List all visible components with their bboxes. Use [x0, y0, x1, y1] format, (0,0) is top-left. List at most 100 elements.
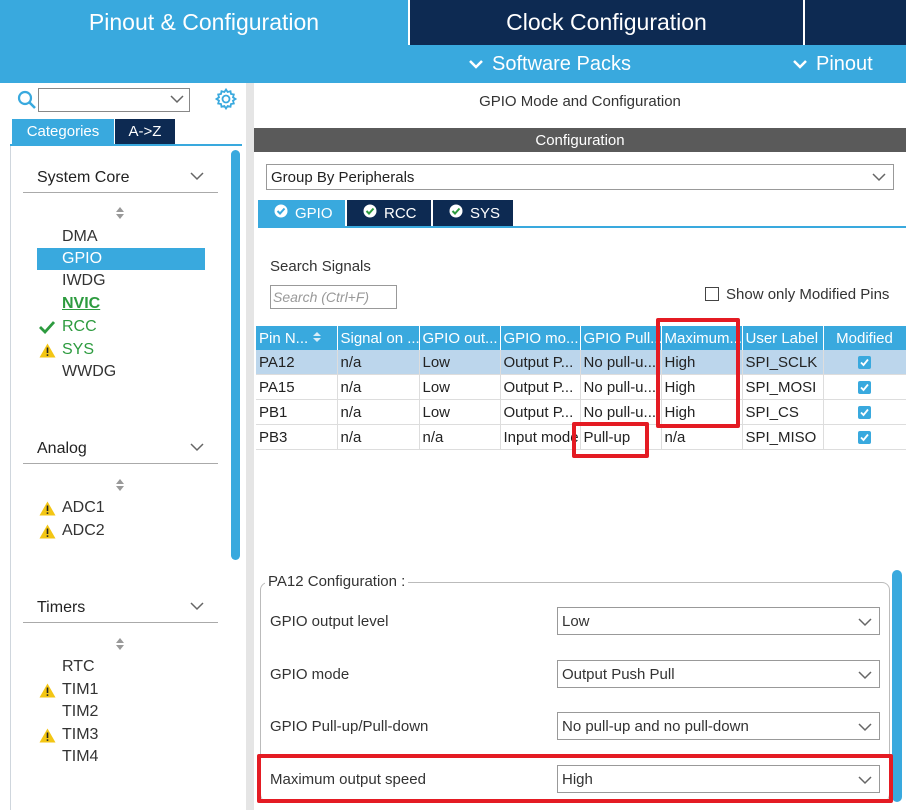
table-row[interactable]: PA15 n/a Low Output P... No pull-u... Hi… [256, 374, 906, 400]
column-header-gpio-output[interactable]: GPIO out... [419, 326, 501, 350]
column-header-modified[interactable]: Modified [823, 326, 906, 350]
list-item-tim1[interactable]: TIM1 [37, 679, 205, 701]
list-item-tim3[interactable]: TIM3 [37, 724, 205, 746]
tab-pinout-configuration[interactable]: Pinout & Configuration [0, 0, 408, 45]
gpio-output-level-label: GPIO output level [270, 613, 389, 630]
table-row[interactable]: PB1 n/a Low Output P... No pull-u... Hig… [256, 399, 906, 425]
pinout-menu-label: Pinout [816, 52, 873, 75]
pinout-menu[interactable]: Pinout [792, 45, 873, 83]
column-header-gpio-pull[interactable]: GPIO Pull... [580, 326, 662, 350]
table-cell: PB1 [256, 399, 338, 425]
gpio-mode-label: GPIO mode [270, 666, 350, 683]
column-header-gpio-mode[interactable]: GPIO mo... [500, 326, 581, 350]
show-modified-checkbox[interactable] [705, 287, 719, 301]
section-analog[interactable]: Analog [23, 433, 218, 464]
tab-gpio[interactable]: GPIO [258, 200, 345, 226]
checked-checkbox-icon [858, 356, 871, 370]
pin-table: Pin N... Signal on ... GPIO out... GPIO … [256, 326, 906, 450]
column-header-user-label[interactable]: User Label [742, 326, 824, 350]
tab-label: SYS [470, 204, 501, 222]
table-cell: No pull-u... [580, 399, 662, 425]
chevron-down-icon [858, 776, 872, 785]
warning-icon [39, 343, 56, 363]
table-cell: n/a [419, 424, 501, 450]
chevron-down-icon [872, 173, 886, 182]
table-cell: PA15 [256, 374, 338, 400]
column-header-maximum[interactable]: Maximum... [661, 326, 743, 350]
table-cell: Pull-up [580, 424, 662, 450]
list-item-dma[interactable]: DMA [62, 228, 98, 245]
check-circle-icon [449, 204, 463, 222]
sort-icon [312, 330, 322, 347]
table-header-row: Pin N... Signal on ... GPIO out... GPIO … [256, 326, 906, 350]
left-scrollbar[interactable] [231, 150, 240, 560]
section-title: System Core [37, 169, 130, 186]
sort-icon[interactable] [114, 206, 126, 224]
sort-icon[interactable] [114, 637, 126, 655]
modified-cell[interactable] [823, 374, 906, 400]
panel-divider[interactable] [246, 83, 254, 810]
list-item-sys[interactable]: SYS [37, 339, 205, 361]
left-panel [0, 83, 246, 810]
modified-cell[interactable] [823, 350, 906, 375]
table-cell: Low [419, 374, 501, 400]
list-item-iwdg[interactable]: IWDG [62, 272, 106, 289]
tab-label: GPIO [295, 204, 333, 222]
list-item-tim2[interactable]: TIM2 [62, 703, 99, 720]
select-value: Output Push Pull [562, 666, 675, 683]
list-item-gpio[interactable]: GPIO [37, 248, 205, 270]
category-border [10, 146, 11, 810]
pin-configuration-legend: PA12 Configuration : [265, 573, 409, 590]
right-scrollbar[interactable] [892, 570, 902, 802]
gpio-mode-select[interactable]: Output Push Pull [557, 660, 880, 688]
list-item-rtc[interactable]: RTC [62, 658, 95, 675]
pin-configuration-group [260, 582, 890, 802]
table-cell: Output P... [500, 350, 581, 375]
section-title: Analog [37, 440, 87, 457]
table-cell: n/a [661, 424, 743, 450]
list-item-tim4[interactable]: TIM4 [62, 748, 99, 765]
column-header-pin[interactable]: Pin N... [256, 326, 338, 350]
table-cell: SPI_SCLK [742, 350, 824, 375]
table-cell: Output P... [500, 399, 581, 425]
checked-checkbox-icon [858, 406, 871, 420]
max-output-speed-select[interactable]: High [557, 765, 880, 793]
modified-cell[interactable] [823, 399, 906, 425]
chevron-down-icon [468, 59, 484, 69]
tab-extra[interactable] [805, 0, 906, 45]
search-signals-input[interactable]: Search (Ctrl+F) [270, 285, 397, 309]
modified-cell[interactable] [823, 424, 906, 450]
list-item-adc1[interactable]: ADC1 [37, 497, 205, 519]
column-header-signal[interactable]: Signal on ... [337, 326, 420, 350]
section-timers[interactable]: Timers [23, 592, 218, 623]
gpio-pull-select[interactable]: No pull-up and no pull-down [557, 712, 880, 740]
list-item-nvic[interactable]: NVIC [62, 295, 101, 312]
list-item-adc2[interactable]: ADC2 [37, 520, 205, 542]
tab-rcc[interactable]: RCC [347, 200, 431, 226]
show-modified-label: Show only Modified Pins [726, 286, 890, 303]
table-cell: SPI_MOSI [742, 374, 824, 400]
gear-icon[interactable] [214, 87, 238, 115]
table-cell: Input mode [500, 424, 581, 450]
tab-clock-configuration[interactable]: Clock Configuration [410, 0, 803, 45]
sort-icon[interactable] [114, 478, 126, 496]
select-value: No pull-up and no pull-down [562, 718, 749, 735]
table-cell: n/a [337, 374, 420, 400]
tab-a-z[interactable]: A->Z [115, 119, 175, 144]
search-icon [17, 90, 37, 114]
gpio-output-level-select[interactable]: Low [557, 607, 880, 635]
group-by-select[interactable]: Group By Peripherals [266, 164, 894, 190]
table-row[interactable]: PA12 n/a Low Output P... No pull-u... Hi… [256, 350, 906, 375]
tab-sys[interactable]: SYS [433, 200, 513, 226]
chevron-down-icon [858, 618, 872, 627]
search-input[interactable] [38, 88, 190, 112]
tab-categories[interactable]: Categories [12, 119, 114, 144]
software-packs-menu[interactable]: Software Packs [468, 45, 631, 83]
list-item-wwdg[interactable]: WWDG [62, 363, 117, 380]
table-cell: High [661, 399, 743, 425]
list-item-rcc[interactable]: RCC [37, 316, 205, 338]
warning-icon [39, 501, 56, 521]
section-system-core[interactable]: System Core [23, 162, 218, 193]
table-cell: n/a [337, 399, 420, 425]
table-row[interactable]: PB3 n/a n/a Input mode Pull-up n/a SPI_M… [256, 424, 906, 450]
